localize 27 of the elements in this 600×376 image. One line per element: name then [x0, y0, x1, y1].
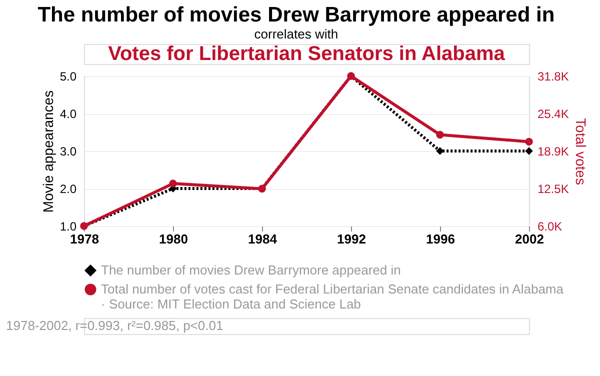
x-tick-label: 2002 — [515, 232, 544, 246]
y2-tick-label: 12.5K — [538, 182, 569, 196]
y2-axis-title: Total votes — [572, 118, 589, 185]
point — [436, 130, 444, 139]
y2-tick-label: 31.8K — [538, 70, 569, 84]
chart-title: The number of movies Drew Barrymore appeared in — [38, 4, 555, 26]
x-tick-label: 1984 — [248, 232, 278, 246]
text: Votes for Libertarian Senators in Alabama — [108, 43, 505, 65]
y-tick-label: 4.0 — [60, 107, 77, 121]
point — [169, 180, 177, 188]
point — [525, 138, 533, 146]
x-tick-label: 1996 — [426, 232, 455, 246]
text: 1978-2002, r=0.993, r²=0.985, p<0.01 — [6, 318, 224, 333]
legend-label: Total number of votes cast for Federal Libertarian Senate candidates in Alabama · Source: MIT Election Data and Science Lab — [101, 282, 564, 312]
x-tick-label: 1978 — [70, 232, 99, 246]
y-tick-label: 2.0 — [60, 182, 77, 196]
text: correlates with — [254, 26, 338, 42]
x-tick-label: 1992 — [337, 232, 366, 246]
y2-tick-label: 25.4K — [538, 107, 569, 121]
y2-tick-label: 18.9K — [538, 144, 569, 158]
y-axis-title: Movie appearances — [40, 90, 56, 213]
y-tick-label: 3.0 — [60, 144, 77, 158]
legend-label: The number of movies Drew Barrymore appeared in — [101, 262, 401, 278]
y-tick-label: 5.0 — [60, 70, 77, 84]
x-tick-label: 1980 — [159, 232, 188, 246]
y-tick-label: 1.0 — [60, 220, 77, 234]
y2-tick-label: 6.0K — [538, 220, 562, 234]
